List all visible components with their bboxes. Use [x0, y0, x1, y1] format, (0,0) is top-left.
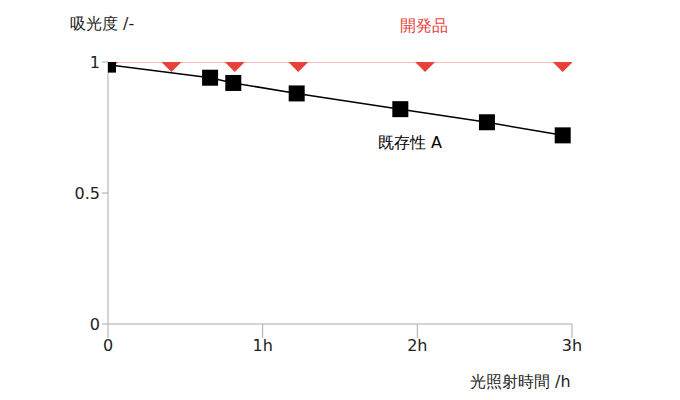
html-text:開発品: 開発品 — [400, 16, 448, 35]
html-text:既存性 A: 既存性 A — [378, 133, 442, 152]
svg-text:0: 0 — [103, 336, 113, 355]
svg-text:0: 0 — [90, 315, 100, 334]
svg-text:2h: 2h — [407, 336, 427, 355]
svg-text:0.5: 0.5 — [75, 184, 100, 203]
svg-text:1: 1 — [90, 53, 100, 72]
svg-text:1h: 1h — [253, 336, 273, 355]
html-text:光照射時間 /h: 光照射時間 /h — [470, 372, 571, 391]
svg-text:3h: 3h — [562, 336, 582, 355]
html-text:吸光度 /-: 吸光度 /- — [70, 14, 135, 33]
